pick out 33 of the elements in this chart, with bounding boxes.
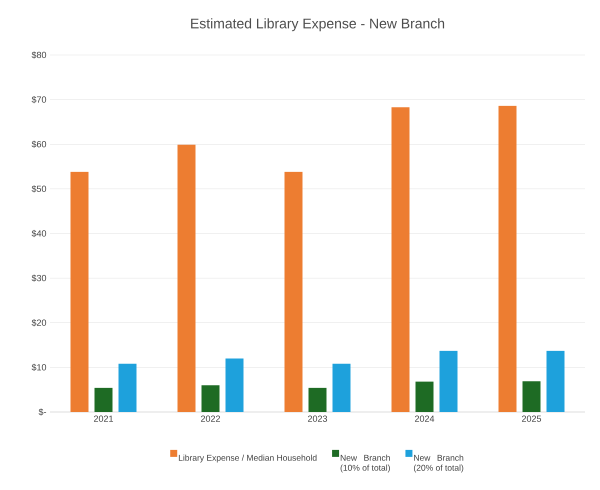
chart-title: Estimated Library Expense - New Branch: [191, 18, 444, 32]
x-tick-label: 2022: [200, 416, 220, 422]
bar: [284, 172, 302, 412]
bar: [202, 385, 220, 412]
y-tick-label: $70: [32, 96, 46, 104]
bar: [522, 381, 541, 412]
bar: [94, 388, 112, 412]
x-tick-label: 2024: [414, 416, 434, 422]
bar: [416, 382, 434, 412]
y-tick-label: $20: [32, 319, 46, 326]
y-tick-label: $-: [38, 408, 46, 416]
bar: [178, 144, 196, 412]
bar: [440, 350, 458, 412]
legend-label: New Branch (20% of total): [414, 454, 464, 472]
y-tick-label: $10: [32, 364, 46, 372]
x-tick-label: 2025: [522, 416, 542, 422]
y-tick-label: $60: [32, 140, 46, 148]
bar: [546, 350, 565, 412]
legend-label: New Branch (10% of total): [340, 454, 390, 472]
y-tick-label: $30: [32, 274, 46, 282]
x-tick-label: 2021: [94, 416, 114, 422]
bar: [308, 388, 326, 412]
legend-label: Library Expense / Median Household: [178, 454, 317, 462]
x-tick-label: 2023: [308, 416, 328, 422]
bar: [226, 358, 244, 412]
y-tick-label: $50: [32, 185, 46, 193]
bar: [392, 107, 410, 412]
y-tick-label: $80: [32, 51, 46, 59]
bar: [332, 364, 351, 412]
y-tick-label: $40: [32, 230, 46, 238]
bar: [70, 172, 88, 412]
bar: [498, 106, 517, 412]
bar: [118, 364, 136, 412]
